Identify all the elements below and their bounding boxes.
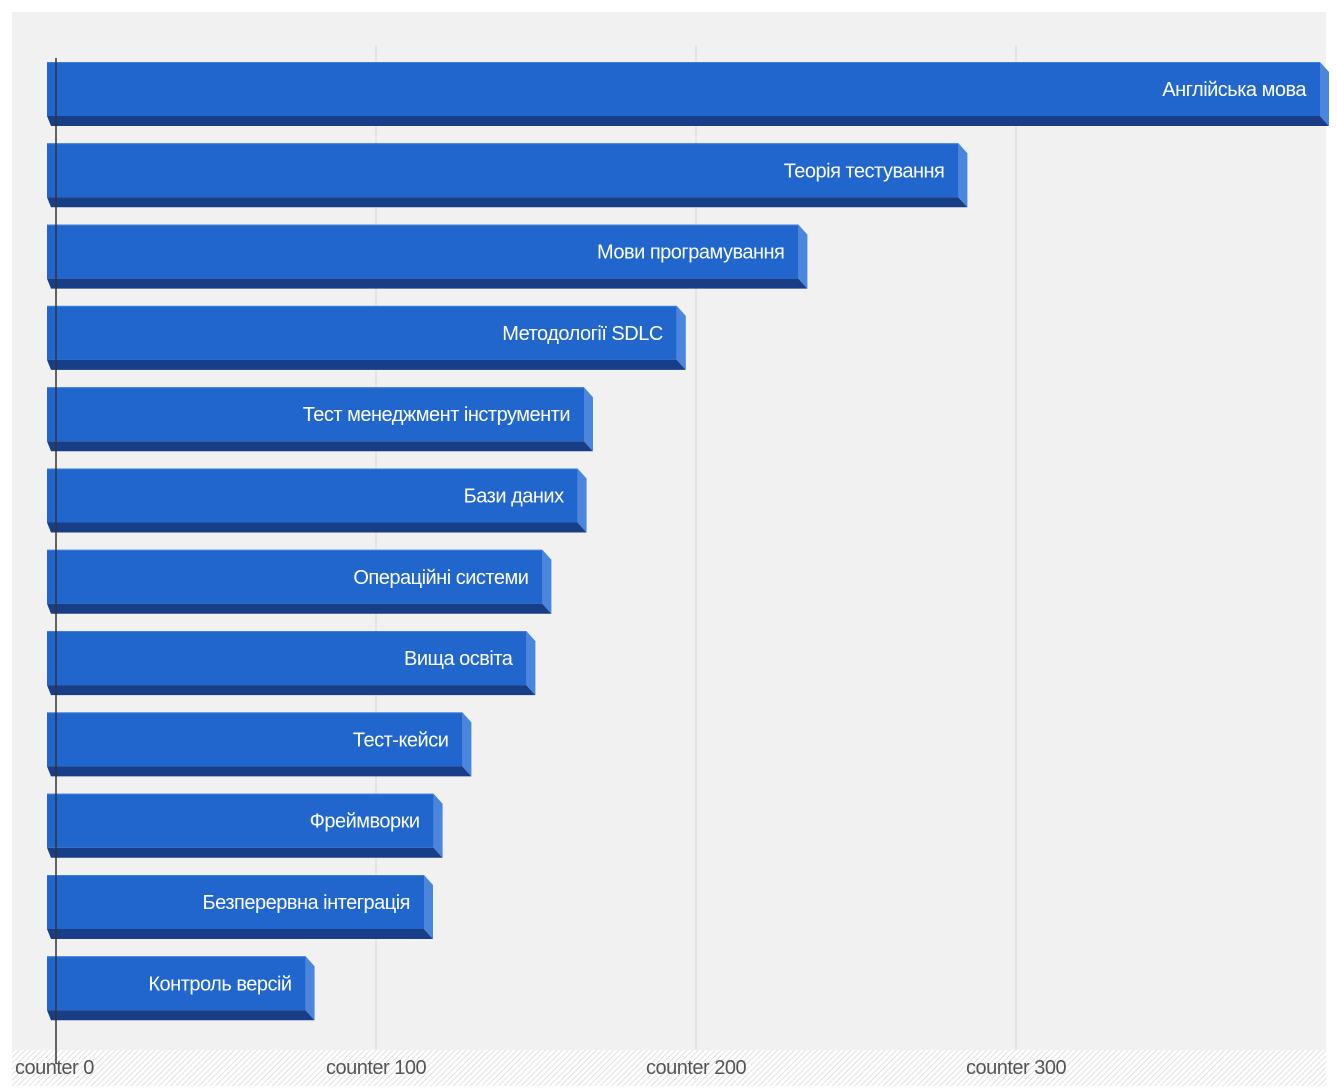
bar-bottom [47, 929, 433, 939]
bar-bottom [47, 116, 1329, 126]
bar-side [676, 305, 686, 370]
bar-side [577, 468, 587, 533]
bar: Вища освіта [47, 631, 536, 696]
bar-bottom [47, 522, 587, 533]
bar: Англійська мова [47, 62, 1329, 126]
bar-bottom [47, 441, 593, 452]
bar: Тест-кейси [47, 712, 472, 777]
bar-front [47, 143, 959, 198]
bar-front [47, 875, 424, 929]
bar-bottom [47, 197, 968, 208]
bar-side [526, 631, 536, 696]
bar-side [462, 712, 472, 777]
bar-label: Контроль версій [148, 973, 291, 995]
bar-label: Вища освіта [404, 648, 514, 670]
bar: Фреймворки [47, 793, 443, 858]
bar-side [424, 875, 433, 939]
bar: Мови програмування [47, 224, 808, 289]
bar-label: Тест менеджмент інструменти [303, 404, 570, 426]
bar-side [798, 224, 808, 289]
bar-front [47, 224, 799, 279]
bar: Тест менеджмент інструменти [47, 387, 593, 452]
bar-bottom [47, 603, 552, 614]
bar: Безперервна інтеграція [47, 875, 433, 939]
bar: Бази даних [47, 468, 587, 533]
bar-front [47, 793, 434, 848]
bar-label: Фреймворки [310, 811, 420, 833]
bar-side [433, 793, 443, 858]
bar: Операційні системи [47, 549, 552, 614]
bar-label: Бази даних [464, 486, 564, 508]
bar-front [47, 631, 527, 686]
bar-front [47, 712, 463, 767]
bar-side [1320, 62, 1329, 126]
bar-bottom [47, 685, 536, 696]
bar-bottom [47, 1010, 315, 1021]
bar-front [47, 305, 677, 360]
x-tick-label: counter 200 [646, 1057, 747, 1079]
bar-front [47, 62, 1320, 116]
bar-label: Мови програмування [597, 242, 784, 264]
bar-side [305, 956, 315, 1021]
bar-label: Тест-кейси [353, 729, 448, 751]
bar: Методології SDLC [47, 305, 686, 370]
x-tick-label: counter 0 [15, 1057, 94, 1079]
bar-bottom [47, 766, 472, 777]
bar-front [47, 387, 584, 442]
bar-label: Методології SDLC [502, 323, 663, 345]
bar: Теорія тестування [47, 143, 968, 208]
bar-side [584, 387, 593, 452]
bar-label: Безперервна інтеграція [203, 892, 410, 914]
bar-front [47, 956, 306, 1011]
bar-side [958, 143, 968, 208]
axis-band [12, 1050, 1326, 1086]
bar-front [47, 549, 543, 604]
bar-front [47, 468, 578, 523]
x-tick-label: counter 100 [326, 1057, 427, 1079]
bar-label: Англійська мова [1162, 79, 1307, 101]
bar: Контроль версій [47, 956, 315, 1021]
bar-bottom [47, 847, 443, 858]
bar-label: Операційні системи [353, 567, 528, 589]
bar-bottom [47, 278, 808, 289]
x-tick-label: counter 300 [966, 1057, 1067, 1079]
bar-side [542, 549, 552, 614]
bar-label: Теорія тестування [784, 160, 945, 182]
bar-bottom [47, 359, 686, 370]
